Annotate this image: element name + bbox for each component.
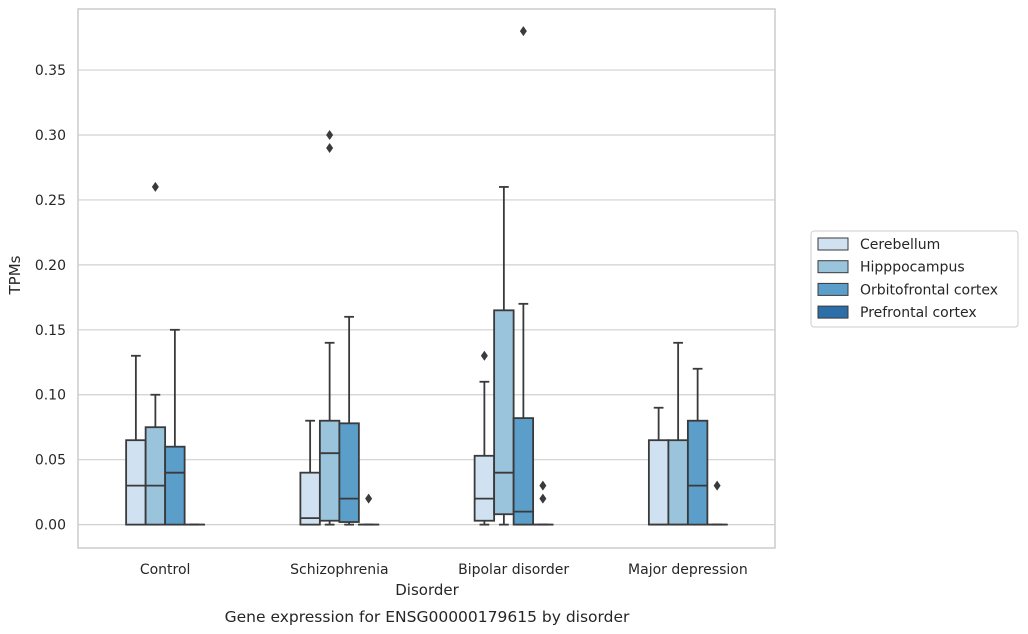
y-tick-label: 0.25 xyxy=(35,193,66,209)
box-orbitofrontal-cortex xyxy=(164,328,186,526)
legend-swatch xyxy=(817,282,849,296)
box-iqr xyxy=(318,419,341,522)
legend-frame xyxy=(810,230,1019,328)
chart-caption: Gene expression for ENSG00000179615 by d… xyxy=(225,608,630,626)
box-iqr xyxy=(667,439,689,526)
legend: Cerebellum Hipppocampus Orbitofrontal cort… xyxy=(810,230,1019,328)
plot-area-frame xyxy=(77,8,776,549)
box-prefrontal-cortex xyxy=(706,480,728,526)
box-iqr xyxy=(299,471,321,526)
outlier-point xyxy=(326,129,334,140)
box-orbitofrontal-cortex xyxy=(338,315,360,526)
x-tick-label: Schizophrenia xyxy=(290,562,388,578)
box-iqr xyxy=(473,454,496,522)
box-iqr xyxy=(493,309,515,516)
y-axis-label: TPMs xyxy=(6,255,24,295)
box-cerebellum xyxy=(647,406,670,526)
outlier-point xyxy=(713,480,721,491)
box-cerebellum xyxy=(473,350,496,526)
x-tick-label: Major depression xyxy=(628,562,748,578)
legend-entry-label: Prefrontal cortex xyxy=(860,305,977,321)
box-orbitofrontal-cortex xyxy=(512,26,535,526)
outlier-point xyxy=(519,26,527,37)
box-iqr xyxy=(125,439,147,526)
box-cerebellum xyxy=(299,419,321,526)
grid-lines xyxy=(78,69,775,526)
box-iqr xyxy=(144,426,167,526)
outlier-point xyxy=(326,142,334,153)
x-tick-label: Control xyxy=(140,562,191,578)
legend-swatch xyxy=(817,305,849,319)
legend-entry-label: Cerebellum xyxy=(860,237,940,253)
x-axis-ticks: Control Schizophrenia Bipolar disorder Majo… xyxy=(140,562,748,578)
box-hipppocampus xyxy=(493,186,515,526)
box-iqr xyxy=(686,419,709,526)
outlier-point xyxy=(539,493,547,504)
box-orbitofrontal-cortex xyxy=(686,367,709,526)
x-tick-label: Bipolar disorder xyxy=(458,562,569,578)
y-axis-ticks: 0.00 0.05 0.10 0.15 0.20 0.25 0.30 0.35 xyxy=(35,63,66,534)
box-plot-series xyxy=(125,26,728,526)
y-tick-label: 0.30 xyxy=(35,128,66,144)
outlier-point xyxy=(480,350,488,361)
box-iqr xyxy=(338,422,360,523)
box-hipppocampus xyxy=(144,181,167,526)
box-iqr xyxy=(512,417,535,526)
box-iqr xyxy=(164,445,186,526)
x-axis-label: Disorder xyxy=(395,581,459,599)
legend-entry-label: Orbitofrontal cortex xyxy=(860,282,998,298)
legend-swatch xyxy=(817,237,849,251)
box-cerebellum xyxy=(125,354,147,526)
box-prefrontal-cortex xyxy=(532,480,554,526)
box-hipppocampus xyxy=(318,129,341,526)
outlier-point xyxy=(151,181,159,192)
legend-swatch xyxy=(817,260,849,274)
box-hipppocampus xyxy=(667,341,689,526)
y-tick-label: 0.15 xyxy=(35,323,66,339)
y-tick-label: 0.10 xyxy=(35,388,66,404)
y-tick-label: 0.20 xyxy=(35,258,66,274)
outlier-point xyxy=(365,493,373,504)
box-iqr xyxy=(647,439,670,526)
y-tick-label: 0.05 xyxy=(35,453,66,469)
y-tick-label: 0.00 xyxy=(35,518,66,534)
outlier-point xyxy=(539,480,547,491)
legend-entry-label: Hipppocampus xyxy=(860,260,965,276)
box-prefrontal-cortex xyxy=(357,493,380,526)
y-tick-label: 0.35 xyxy=(35,63,66,79)
